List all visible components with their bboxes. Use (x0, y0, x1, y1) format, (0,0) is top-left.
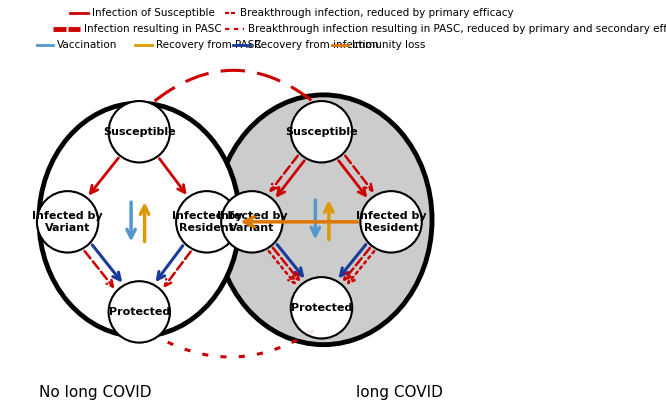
Text: No long COVID: No long COVID (39, 385, 151, 400)
Text: Susceptible: Susceptible (103, 127, 176, 137)
Ellipse shape (215, 95, 432, 345)
Text: Recovery from infection: Recovery from infection (254, 39, 378, 49)
Text: Infection of Susceptible: Infection of Susceptible (92, 8, 215, 18)
Circle shape (37, 191, 99, 253)
Text: Breakthrough infection, reduced by primary efficacy: Breakthrough infection, reduced by prima… (240, 8, 513, 18)
Text: Susceptible: Susceptible (285, 127, 358, 137)
Circle shape (109, 101, 170, 162)
Text: long COVID: long COVID (356, 385, 443, 400)
Text: Protected: Protected (109, 307, 170, 317)
Text: Infected by
Resident: Infected by Resident (356, 211, 426, 233)
Circle shape (109, 281, 170, 343)
Text: Recovery from PASC: Recovery from PASC (156, 39, 261, 49)
Text: Protected: Protected (291, 303, 352, 313)
Text: Immunity loss: Immunity loss (352, 39, 426, 49)
Text: Breakthrough infection resulting in PASC, reduced by primary and secondary effic: Breakthrough infection resulting in PASC… (248, 24, 666, 34)
Circle shape (291, 101, 352, 162)
Text: Infected by
Variant: Infected by Variant (33, 211, 103, 233)
Circle shape (291, 277, 352, 339)
Text: Infection resulting in PASC: Infection resulting in PASC (84, 24, 222, 34)
Text: Vaccination: Vaccination (57, 39, 118, 49)
Text: Infected by
Variant: Infected by Variant (216, 211, 287, 233)
Ellipse shape (39, 103, 240, 337)
Circle shape (221, 191, 282, 253)
Text: Infected by
Resident: Infected by Resident (172, 211, 242, 233)
Circle shape (176, 191, 238, 253)
Circle shape (360, 191, 422, 253)
